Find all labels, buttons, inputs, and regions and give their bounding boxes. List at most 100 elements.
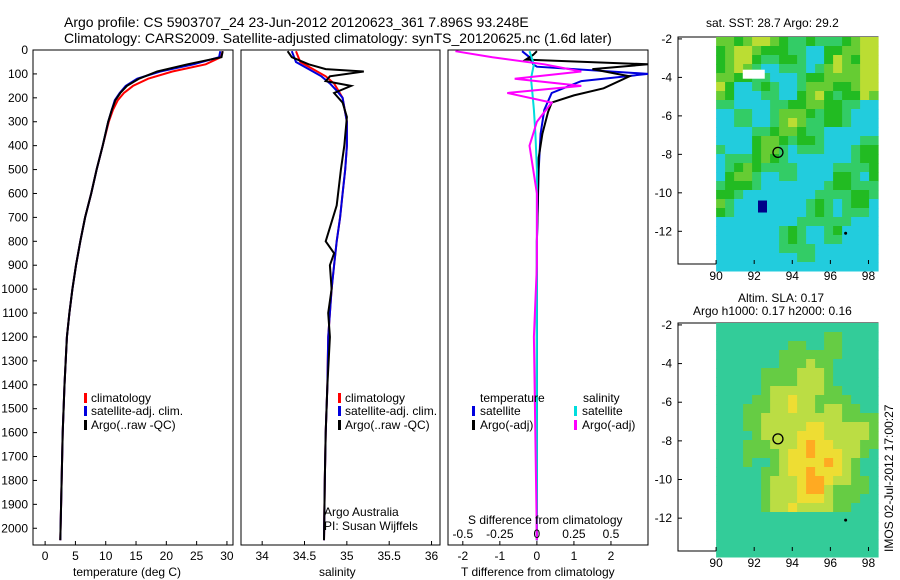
map-cell bbox=[860, 262, 870, 272]
map-cell bbox=[851, 91, 861, 101]
legend-swatch-climatology bbox=[84, 393, 87, 403]
map-cell bbox=[824, 386, 834, 396]
map-cell bbox=[833, 82, 843, 92]
map-cell bbox=[743, 422, 753, 432]
map-cell bbox=[770, 359, 780, 369]
map-cell bbox=[833, 449, 843, 459]
map-cell bbox=[779, 190, 789, 200]
map-cell bbox=[824, 64, 834, 74]
map-cell bbox=[824, 323, 834, 333]
map-cell bbox=[743, 530, 753, 540]
map-cell bbox=[860, 512, 870, 522]
map-cell bbox=[860, 548, 870, 558]
map-cell bbox=[761, 46, 771, 56]
map-cell bbox=[833, 181, 843, 191]
map-cell bbox=[842, 181, 852, 191]
map-cell bbox=[842, 431, 852, 441]
map-cell bbox=[725, 485, 735, 495]
map-cell bbox=[779, 422, 789, 432]
legend-label-satellite-adj: satellite-adj. clim. bbox=[91, 404, 183, 418]
map-cell bbox=[761, 226, 771, 236]
x-tick-label: 35.5 bbox=[378, 549, 402, 563]
map-cell bbox=[797, 172, 807, 182]
x-tick-label: 34.5 bbox=[293, 549, 317, 563]
map-cell bbox=[734, 82, 744, 92]
map-cell bbox=[734, 37, 744, 47]
map-cell bbox=[806, 449, 816, 459]
map-cell bbox=[779, 253, 789, 263]
map-cell bbox=[779, 440, 789, 450]
map-cell bbox=[833, 458, 843, 468]
map-cell bbox=[815, 431, 825, 441]
map-cell bbox=[842, 235, 852, 245]
map-cell bbox=[788, 404, 798, 414]
map-cell bbox=[824, 46, 834, 56]
map-cell bbox=[716, 521, 726, 531]
legend-label-satellite-adj: satellite-adj. clim. bbox=[345, 404, 437, 418]
map-cell bbox=[824, 467, 834, 477]
map-cell bbox=[743, 512, 753, 522]
map-cell bbox=[779, 82, 789, 92]
map-cell bbox=[860, 476, 870, 486]
map-cell bbox=[797, 485, 807, 495]
map-cell bbox=[851, 323, 861, 333]
map-cell bbox=[797, 235, 807, 245]
map-cell bbox=[851, 217, 861, 227]
map-cell bbox=[842, 494, 852, 504]
map-cell bbox=[842, 503, 852, 513]
map-cell bbox=[851, 100, 861, 110]
map-cell bbox=[779, 154, 789, 164]
map-cell bbox=[734, 368, 744, 378]
map-cell bbox=[869, 154, 879, 164]
map-cell bbox=[806, 46, 816, 56]
map-cell bbox=[788, 127, 798, 137]
map-cell bbox=[824, 521, 834, 531]
map-cell bbox=[869, 341, 879, 351]
map-cell bbox=[743, 404, 753, 414]
map-cell bbox=[806, 368, 816, 378]
map-cell bbox=[860, 199, 870, 209]
map-cell bbox=[761, 55, 771, 65]
map-cell bbox=[779, 118, 789, 128]
map-cell bbox=[824, 548, 834, 558]
map-cell bbox=[851, 154, 861, 164]
map-cell bbox=[770, 440, 780, 450]
map-cell bbox=[761, 323, 771, 333]
map-cell bbox=[752, 413, 762, 423]
map-cell bbox=[743, 244, 753, 254]
map-cell bbox=[725, 449, 735, 459]
map-cell bbox=[761, 172, 771, 182]
depth-tick-label: 1100 bbox=[2, 306, 28, 320]
map-cell bbox=[788, 350, 798, 360]
map-cell bbox=[734, 253, 744, 263]
map-cell bbox=[824, 217, 834, 227]
map-cell bbox=[788, 440, 798, 450]
map-cell bbox=[761, 422, 771, 432]
map-cell bbox=[851, 37, 861, 47]
map-cell bbox=[815, 395, 825, 405]
map-cell bbox=[797, 181, 807, 191]
map-cell bbox=[743, 82, 753, 92]
map-cell bbox=[770, 154, 780, 164]
map-cell bbox=[743, 127, 753, 137]
map-cell bbox=[851, 485, 861, 495]
map-cell bbox=[725, 100, 735, 110]
map-cell bbox=[842, 127, 852, 137]
map-cell bbox=[743, 55, 753, 65]
map-cell bbox=[833, 100, 843, 110]
map-cell bbox=[716, 395, 726, 405]
x-tick-label: 10 bbox=[99, 549, 113, 563]
map-cell bbox=[716, 548, 726, 558]
map-cell bbox=[833, 190, 843, 200]
map-cell bbox=[743, 458, 753, 468]
depth-tick-label: 1900 bbox=[1, 497, 28, 511]
map-cell bbox=[860, 386, 870, 396]
map-cell bbox=[752, 449, 762, 459]
map-cell bbox=[788, 154, 798, 164]
map-cell bbox=[752, 332, 762, 342]
map-cell bbox=[842, 91, 852, 101]
map-cell bbox=[869, 244, 879, 254]
legend-label-argo: Argo(..raw -QC) bbox=[91, 418, 176, 432]
map-cell bbox=[851, 235, 861, 245]
map-cell bbox=[752, 64, 762, 74]
